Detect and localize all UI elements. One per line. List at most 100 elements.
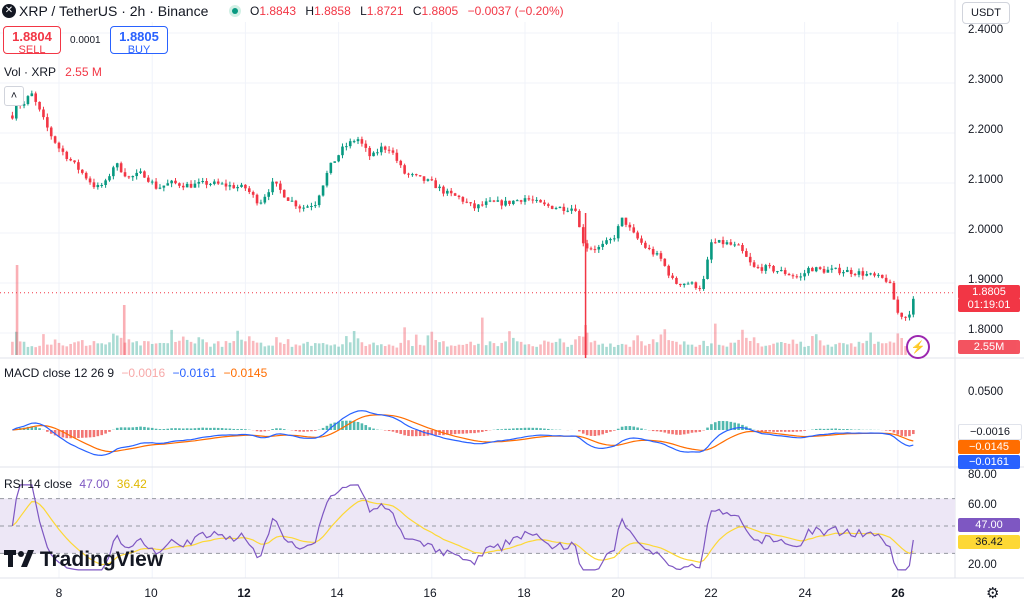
- candle-body: [216, 181, 220, 184]
- macd-histogram-bar: [189, 428, 193, 430]
- candle-body: [640, 238, 643, 243]
- open-label: O: [250, 4, 260, 18]
- macd-histogram-bar: [434, 430, 437, 436]
- macd-histogram-bar: [158, 429, 162, 430]
- macd-histogram-bar: [694, 430, 698, 433]
- time-axis-label: 22: [704, 586, 718, 600]
- macd-histogram-bar: [581, 430, 585, 434]
- macd-histogram-bar: [733, 422, 736, 430]
- close-label: C: [412, 4, 422, 18]
- buy-button[interactable]: 1.8805 BUY: [110, 26, 168, 56]
- candle-body: [158, 187, 162, 189]
- candle-body: [302, 207, 305, 209]
- macd-histogram-bar: [609, 430, 612, 432]
- currency-button[interactable]: USDT: [962, 2, 1010, 24]
- volume-bar: [803, 346, 806, 355]
- macd-histogram-bar: [698, 430, 702, 432]
- symbol-title[interactable]: XRP / TetherUS · 2h · Binance: [19, 3, 209, 19]
- candle-body: [838, 267, 841, 274]
- price-axis-label: 1.8000: [968, 324, 1004, 336]
- macd-histogram-bar: [205, 427, 208, 430]
- candle-body: [143, 171, 146, 178]
- volume-bar: [399, 342, 403, 355]
- candle-body: [585, 243, 589, 249]
- volume-bar: [484, 345, 488, 355]
- candle-body: [77, 162, 80, 170]
- candle-body: [395, 152, 399, 161]
- macd-histogram-bar: [620, 426, 624, 430]
- macd-histogram-bar: [185, 428, 189, 430]
- volume-bar: [787, 343, 791, 355]
- candle-body: [869, 273, 872, 275]
- candle-body: [729, 242, 733, 245]
- macd-histogram-bar: [613, 430, 616, 431]
- macd-histogram-bar: [713, 422, 717, 430]
- macd-histogram-bar: [795, 430, 799, 432]
- candle-body: [477, 204, 480, 209]
- candle-body: [861, 271, 865, 276]
- sell-button[interactable]: 1.8804 SELL: [3, 26, 61, 56]
- volume-bar: [655, 342, 659, 355]
- candle-body: [772, 265, 775, 272]
- macd-histogram-bar: [368, 427, 371, 430]
- volume-bar: [593, 340, 597, 355]
- lightning-icon[interactable]: ⚡: [906, 335, 930, 359]
- volume-bar: [675, 341, 678, 355]
- macd-histogram-bar: [38, 428, 41, 430]
- macd-histogram-bar: [174, 428, 177, 430]
- candle-body: [345, 146, 348, 148]
- volume-bar: [147, 341, 150, 355]
- candle-body: [807, 267, 810, 274]
- volume-bar: [581, 336, 585, 355]
- candle-body: [247, 188, 251, 193]
- volume-bar: [508, 331, 511, 355]
- macd-histogram-bar: [209, 427, 212, 430]
- candle-body: [411, 174, 414, 176]
- candle-body: [115, 163, 119, 168]
- macd-histogram-bar: [535, 427, 538, 430]
- macd-histogram-bar: [888, 430, 892, 431]
- volume-bar: [197, 337, 201, 355]
- volume-bar: [589, 342, 593, 355]
- macd-histogram-bar: [706, 427, 709, 430]
- macd-histogram-bar: [842, 429, 845, 430]
- candle-body: [500, 200, 503, 206]
- macd-histogram-bar: [166, 428, 170, 430]
- volume-bar: [193, 343, 197, 355]
- volume-bar: [640, 341, 643, 355]
- macd-histogram-bar: [547, 428, 550, 430]
- volume-bar: [873, 343, 876, 355]
- candle-body: [147, 177, 150, 182]
- candle-body: [263, 196, 267, 203]
- volume-bar: [620, 343, 624, 355]
- volume-bar: [247, 336, 251, 355]
- tradingview-logo[interactable]: TradingView: [4, 548, 163, 572]
- settings-gear-icon[interactable]: ⚙: [986, 585, 1000, 602]
- macd-histogram-bar: [162, 429, 166, 430]
- candle-body: [426, 179, 430, 181]
- macd-histogram-bar: [651, 430, 655, 432]
- macd-signal-value: −0.0145: [223, 366, 268, 380]
- candle-body: [255, 194, 259, 204]
- candle-body: [108, 176, 111, 181]
- rsi-axis-label: 60.00: [968, 499, 997, 511]
- candle-body: [11, 115, 14, 119]
- candle-body: [213, 181, 216, 184]
- collapse-chevron-icon[interactable]: ˄: [4, 86, 24, 106]
- candle-body: [65, 151, 69, 159]
- candle-body: [294, 200, 298, 207]
- rsi-axis-label: 20.00: [968, 559, 997, 571]
- volume-bar: [826, 344, 830, 355]
- macd-histogram-bar: [119, 427, 123, 430]
- macd-histogram-bar: [717, 421, 721, 430]
- volume-bar: [741, 329, 744, 355]
- volume-bar: [811, 336, 814, 355]
- candle-body: [310, 206, 313, 208]
- volume-bar: [772, 343, 775, 355]
- candle-body: [473, 203, 476, 209]
- volume-bar: [69, 343, 72, 355]
- volume-bar: [601, 343, 604, 355]
- candle-body: [574, 208, 577, 211]
- volume-value: 2.55 M: [65, 65, 102, 79]
